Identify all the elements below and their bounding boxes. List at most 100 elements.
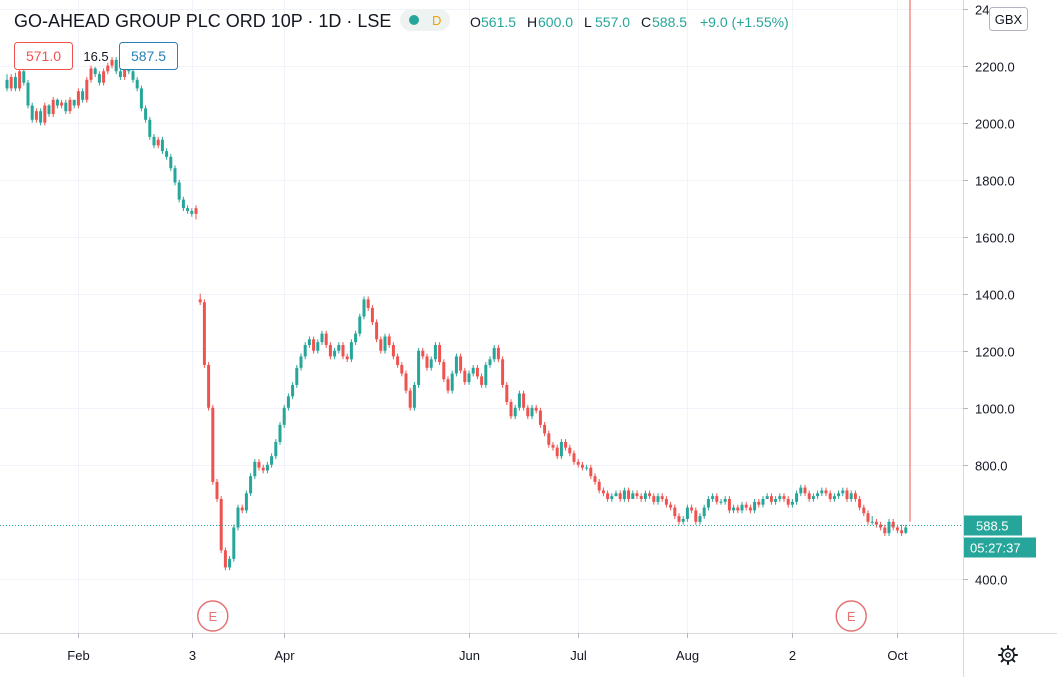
candle xyxy=(568,444,572,457)
candle xyxy=(690,504,694,514)
candle xyxy=(278,422,282,445)
bid-button[interactable] xyxy=(14,42,73,70)
candle xyxy=(186,205,190,214)
candle xyxy=(261,464,265,474)
ohlc-value-c: 588.5 xyxy=(652,14,687,30)
candle-body xyxy=(291,384,295,397)
candle-body xyxy=(501,359,505,385)
candle xyxy=(593,473,597,485)
candle xyxy=(341,342,345,360)
price-axis[interactable]: 400.0 800.0 1000.0 1200.0 1400.0 1600.0 1800.0… xyxy=(963,3,1015,588)
candle-body xyxy=(585,467,589,469)
candle xyxy=(249,473,253,497)
candle-body xyxy=(114,59,118,72)
candle-body xyxy=(383,336,387,351)
candle-body xyxy=(18,71,22,89)
candle-body xyxy=(194,208,198,214)
candle xyxy=(862,504,866,517)
candle-body xyxy=(803,487,807,494)
candle-body xyxy=(900,530,904,534)
candle xyxy=(790,498,794,508)
earnings-event-marker[interactable]: E xyxy=(835,600,867,632)
candle-body xyxy=(198,299,202,303)
earnings-event-marker[interactable]: E xyxy=(197,600,229,632)
candle-body xyxy=(341,345,345,357)
x-tick-label: Aug xyxy=(676,648,699,663)
candle-body xyxy=(740,504,744,511)
candle xyxy=(76,88,80,109)
candle xyxy=(177,179,181,203)
candle xyxy=(694,507,698,525)
candle-body xyxy=(249,476,253,494)
candle xyxy=(589,464,593,480)
candle xyxy=(379,336,383,354)
candle-body xyxy=(85,79,89,100)
candle-body xyxy=(845,490,849,499)
candle-body xyxy=(744,504,748,508)
candle xyxy=(891,518,895,531)
candle-body xyxy=(685,507,689,519)
candle xyxy=(509,399,513,420)
candle-body xyxy=(572,453,576,462)
candle-body xyxy=(681,518,685,522)
candle-body xyxy=(790,501,794,505)
candle xyxy=(232,524,236,562)
currency-button[interactable]: GBX xyxy=(989,7,1028,31)
candle xyxy=(475,364,479,380)
candle-body xyxy=(874,521,878,525)
candle-body xyxy=(211,407,215,482)
candle xyxy=(467,370,471,385)
candle-body xyxy=(316,342,320,351)
countdown-timer: 05:27:37 xyxy=(970,541,1021,556)
candle xyxy=(148,116,152,140)
candle-body xyxy=(278,424,282,442)
candle xyxy=(345,353,349,363)
candle xyxy=(131,68,135,83)
candle xyxy=(501,356,505,388)
candle xyxy=(648,490,652,499)
candle-body xyxy=(345,356,349,360)
candle-body xyxy=(366,299,370,308)
gear-icon[interactable] xyxy=(998,645,1018,665)
ask-button[interactable] xyxy=(119,42,178,70)
candle-body xyxy=(828,493,832,499)
candle-body xyxy=(480,376,484,385)
candle-body xyxy=(5,79,9,89)
status-badge[interactable]: D xyxy=(400,9,450,31)
candle xyxy=(698,513,702,525)
candles xyxy=(5,0,911,571)
candle-body xyxy=(412,384,416,408)
candle-body xyxy=(551,444,555,448)
candle-body xyxy=(904,527,908,533)
candle-body xyxy=(555,447,559,457)
candle-body xyxy=(769,496,773,502)
candle-body xyxy=(236,507,240,528)
candle xyxy=(181,196,185,211)
candle xyxy=(244,490,248,514)
candle xyxy=(660,493,664,502)
candle-body xyxy=(832,496,836,499)
bid-ask-panel[interactable]: 571.0 16.5 587.5 xyxy=(14,42,178,70)
candle xyxy=(265,461,269,474)
candle xyxy=(282,404,286,428)
candle xyxy=(114,57,118,75)
candle xyxy=(832,493,836,502)
candle xyxy=(39,108,43,126)
candle xyxy=(26,79,30,109)
candle xyxy=(169,153,173,172)
time-axis[interactable]: Feb 3 Apr Jun Jul Aug 2 Oct xyxy=(67,633,908,663)
y-tick-label: 1600.0 xyxy=(975,231,1015,246)
chart-header: GO-AHEAD GROUP PLC ORD 10P · 1D · LSE D … xyxy=(14,9,789,31)
bid-price: 571.0 xyxy=(26,48,61,64)
candle xyxy=(748,504,752,514)
candle-body xyxy=(160,139,164,152)
candle-body xyxy=(858,498,862,508)
candle xyxy=(253,459,257,480)
candle-body xyxy=(64,102,68,112)
candle-body xyxy=(706,498,710,508)
candle-body xyxy=(265,464,269,471)
candle xyxy=(433,342,437,363)
